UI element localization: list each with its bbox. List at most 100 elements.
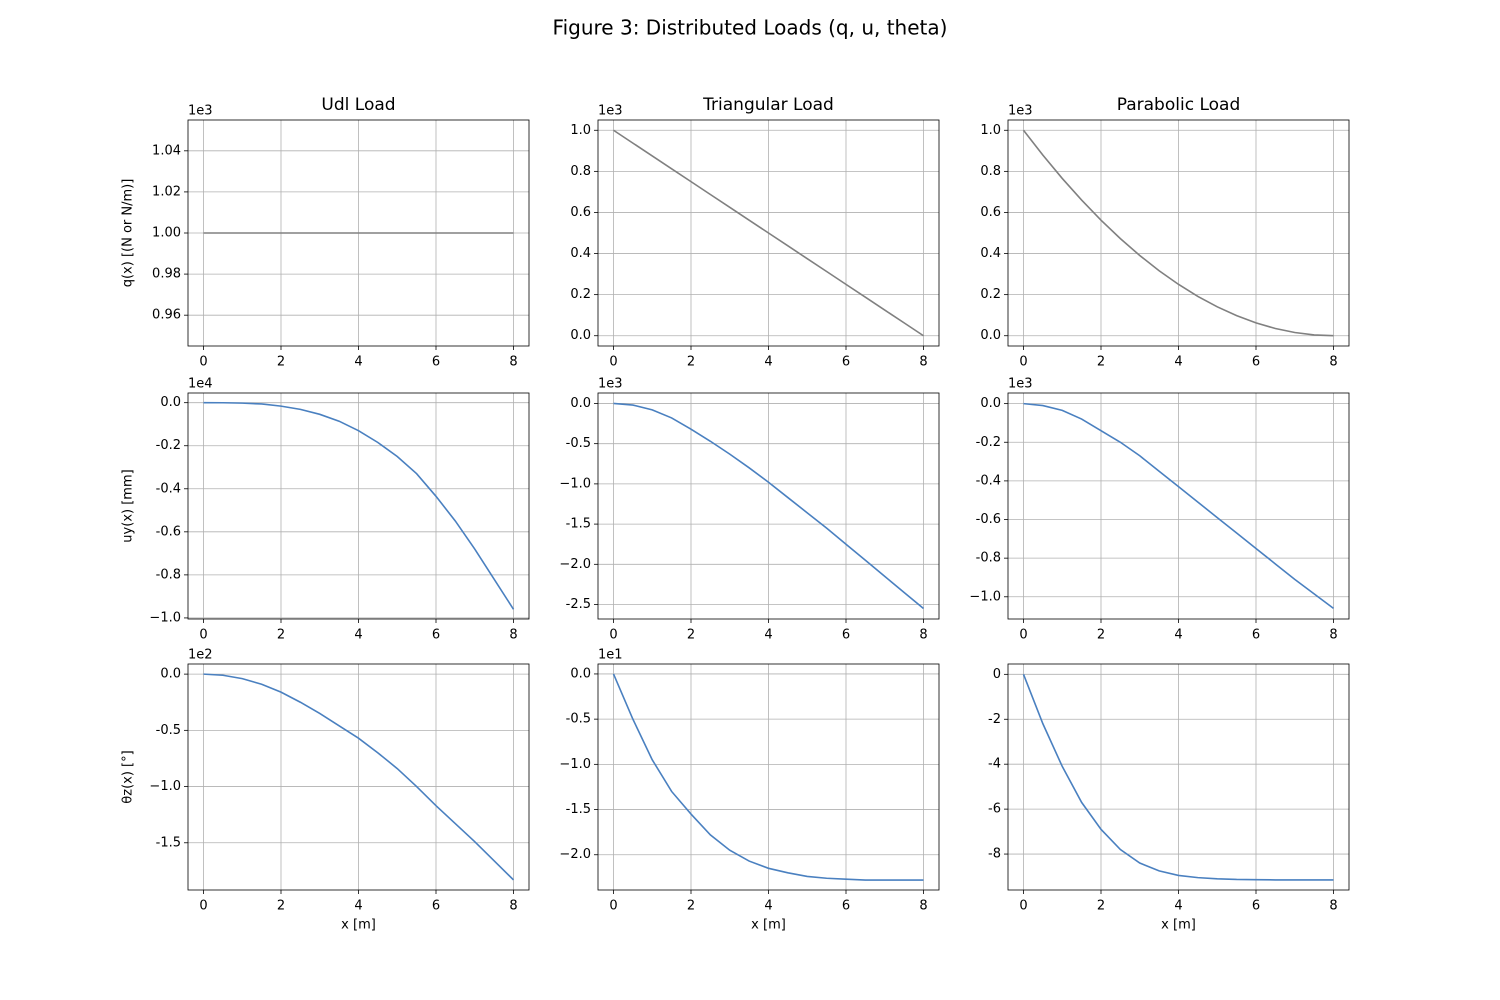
- x-tick-label: 6: [842, 899, 850, 914]
- y-tick-label: 0.98: [152, 267, 181, 282]
- y-tick-label: -0.2: [976, 435, 1001, 450]
- x-axis-label: x [m]: [1161, 918, 1196, 933]
- y-offset-text: 1e3: [1008, 377, 1033, 392]
- x-tick-label: 2: [687, 899, 695, 914]
- y-axis-label: θz(x) [°]: [121, 750, 136, 803]
- data-line: [203, 673, 515, 881]
- y-tick-label: -1.5: [566, 517, 591, 532]
- x-tick-label: 0: [199, 355, 207, 370]
- x-tick-label: 8: [1329, 628, 1337, 643]
- y-tick-label: 0.6: [980, 205, 1001, 220]
- y-tick-label: −1.0: [559, 476, 591, 491]
- x-tick-label: 4: [1174, 355, 1182, 370]
- y-tick-label: 0.4: [980, 246, 1001, 261]
- y-tick-label: -2.5: [566, 597, 591, 612]
- x-tick-label: 6: [432, 355, 440, 370]
- axes-frame: [1007, 392, 1350, 620]
- x-axis-label: x [m]: [341, 918, 376, 933]
- data-line: [612, 673, 924, 881]
- y-offset-text: 1e3: [598, 104, 623, 119]
- y-tick-label: -0.5: [566, 712, 591, 727]
- y-tick-label: -0.6: [156, 524, 181, 539]
- y-tick-label: 0.8: [570, 164, 591, 179]
- x-tick-label: 2: [277, 899, 285, 914]
- y-tick-label: 0.0: [980, 328, 1001, 343]
- data-line: [613, 129, 924, 337]
- x-tick-label: 6: [842, 628, 850, 643]
- x-tick-label: 6: [1252, 899, 1260, 914]
- y-tick-label: 1.0: [570, 123, 591, 138]
- y-tick-label: 0.2: [980, 287, 1001, 302]
- y-tick-label: -0.8: [156, 567, 181, 582]
- y-tick-label: -1.5: [566, 802, 591, 817]
- y-tick-label: 1.04: [152, 143, 181, 158]
- y-tick-label: -0.4: [976, 473, 1001, 488]
- y-tick-label: 0.0: [980, 396, 1001, 411]
- x-tick-label: 2: [1097, 899, 1105, 914]
- axes-frame: [187, 119, 530, 347]
- y-tick-label: −2.0: [559, 557, 591, 572]
- x-tick-label: 0: [609, 355, 617, 370]
- y-offset-text: 1e3: [598, 377, 623, 392]
- x-tick-label: 4: [1174, 899, 1182, 914]
- y-tick-label: 0.2: [570, 287, 591, 302]
- y-tick-label: 0.0: [570, 666, 591, 681]
- y-tick-label: -0.5: [566, 436, 591, 451]
- x-tick-label: 2: [277, 355, 285, 370]
- x-tick-label: 4: [764, 355, 772, 370]
- y-tick-label: −2.0: [559, 847, 591, 862]
- y-tick-label: 0.4: [570, 246, 591, 261]
- y-tick-label: -0.2: [156, 438, 181, 453]
- x-tick-label: 0: [199, 899, 207, 914]
- x-tick-label: 2: [687, 355, 695, 370]
- figure-title: Figure 3: Distributed Loads (q, u, theta…: [553, 16, 948, 40]
- y-tick-label: 0.0: [160, 667, 181, 682]
- y-tick-label: -0.8: [976, 551, 1001, 566]
- x-tick-label: 0: [1019, 355, 1027, 370]
- y-tick-label: 0.0: [160, 395, 181, 410]
- x-tick-label: 8: [509, 899, 517, 914]
- y-offset-text: 1e4: [188, 377, 213, 392]
- x-axis-label: x [m]: [751, 918, 786, 933]
- data-line: [203, 401, 515, 610]
- x-tick-label: 8: [1329, 355, 1337, 370]
- y-tick-label: 0.8: [980, 164, 1001, 179]
- y-tick-label: -8: [988, 847, 1001, 862]
- y-tick-label: 1.00: [152, 226, 181, 241]
- subplot-title: Parabolic Load: [1117, 95, 1240, 115]
- x-tick-label: 4: [1174, 628, 1182, 643]
- x-tick-label: 0: [609, 628, 617, 643]
- x-tick-label: 6: [432, 899, 440, 914]
- y-tick-label: -2: [988, 712, 1001, 727]
- x-tick-label: 8: [919, 355, 927, 370]
- subplot-title: Triangular Load: [702, 95, 834, 115]
- y-tick-label: -1.5: [156, 835, 181, 850]
- x-tick-label: 4: [354, 355, 362, 370]
- x-tick-label: 0: [1019, 899, 1027, 914]
- x-tick-label: 2: [1097, 628, 1105, 643]
- axes-frame: [187, 392, 530, 620]
- x-tick-label: 2: [687, 628, 695, 643]
- y-tick-label: −1.0: [149, 779, 181, 794]
- x-tick-label: 4: [354, 899, 362, 914]
- x-tick-label: 4: [764, 899, 772, 914]
- x-tick-label: 6: [432, 628, 440, 643]
- y-tick-label: -0.6: [976, 512, 1001, 527]
- y-offset-text: 1e2: [188, 648, 213, 663]
- y-offset-text: 1e3: [188, 104, 213, 119]
- x-tick-label: 6: [1252, 355, 1260, 370]
- x-tick-label: 8: [919, 899, 927, 914]
- x-tick-label: 4: [764, 628, 772, 643]
- subplot-title: Udl Load: [321, 95, 395, 115]
- x-tick-label: 2: [1097, 355, 1105, 370]
- data-line: [1022, 129, 1334, 337]
- axes-frame: [1007, 119, 1350, 347]
- y-tick-label: −1.0: [969, 589, 1001, 604]
- axes-frame: [1007, 663, 1350, 891]
- x-tick-label: 6: [842, 355, 850, 370]
- data-line: [613, 402, 925, 610]
- y-tick-label: -4: [988, 757, 1001, 772]
- x-tick-label: 8: [1329, 899, 1337, 914]
